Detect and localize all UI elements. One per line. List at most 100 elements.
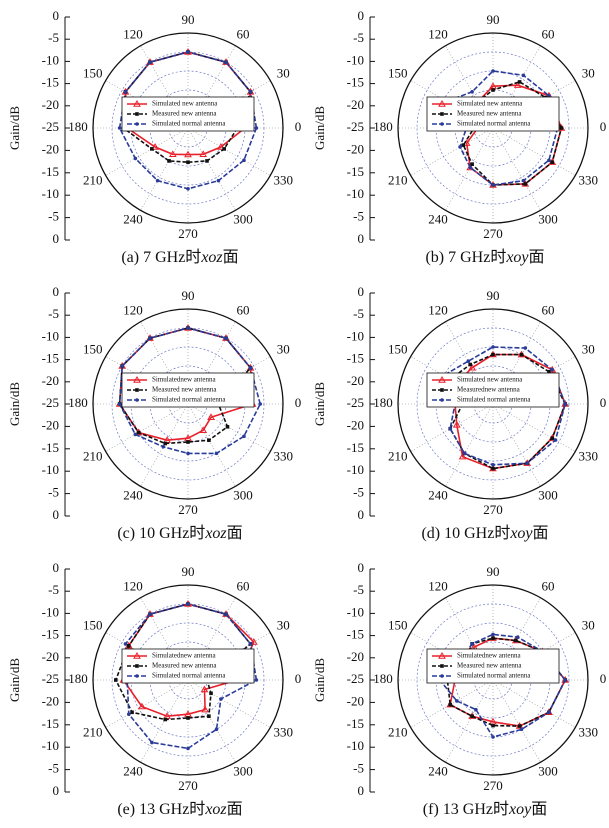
legend-label: Measurednew antenna — [457, 386, 521, 394]
angle-label: 120 — [123, 26, 143, 41]
grid-spoke — [492, 127, 576, 176]
grid-spoke — [140, 403, 189, 487]
angle-label: 330 — [579, 724, 599, 739]
caption-prefix: (e) 13 GHz时 — [117, 800, 205, 818]
caption-plane: xoy — [505, 249, 529, 266]
marker — [258, 402, 263, 406]
marker — [550, 436, 555, 440]
legend-box — [426, 648, 560, 684]
marker — [207, 714, 211, 718]
marker — [553, 438, 558, 442]
angle-label: 30 — [277, 617, 290, 632]
marker — [184, 150, 192, 158]
marker — [438, 375, 446, 383]
y-tick-label: -10 — [42, 462, 59, 477]
marker — [519, 352, 524, 357]
outer-circle — [397, 32, 589, 224]
marker — [135, 112, 139, 116]
marker — [224, 612, 228, 616]
marker — [214, 727, 219, 732]
legend-box — [121, 96, 255, 132]
legend-label: Measured new antenna — [152, 386, 217, 394]
marker — [466, 359, 471, 364]
caption: (c) 10 GHz时xoz面 — [117, 524, 242, 542]
marker — [470, 714, 474, 718]
legend-label: Simulated normal antenna — [152, 396, 226, 404]
marker — [186, 440, 190, 444]
marker — [224, 336, 228, 340]
y-tick-label: -20 — [42, 649, 59, 664]
y-tick-label: 0 — [358, 560, 365, 575]
marker — [455, 699, 459, 703]
marker — [248, 642, 253, 646]
angle-label: 300 — [233, 488, 253, 503]
marker — [440, 674, 444, 678]
outer-circle — [92, 584, 284, 776]
marker — [513, 81, 522, 88]
grid-spoke — [492, 403, 576, 452]
marker — [249, 637, 258, 645]
angle-label: 30 — [582, 341, 595, 356]
grid-spoke — [140, 679, 189, 763]
angle-label: 180 — [373, 671, 393, 686]
caption: (f) 13 GHz时xoy面 — [423, 800, 547, 818]
grid-spoke — [445, 403, 494, 487]
grid-spoke — [410, 403, 494, 452]
y-tick-label: -10 — [347, 462, 364, 477]
angle-label: 240 — [428, 212, 448, 227]
angle-label: 0 — [600, 671, 607, 686]
marker — [148, 336, 152, 340]
marker — [438, 99, 446, 107]
marker — [491, 723, 495, 728]
marker — [186, 160, 190, 164]
marker — [151, 142, 159, 150]
marker — [200, 685, 209, 693]
marker — [135, 388, 139, 392]
marker — [135, 122, 139, 126]
angle-label: 210 — [83, 172, 103, 187]
marker — [519, 727, 524, 732]
y-tick-label: -15 — [347, 440, 364, 455]
marker — [133, 375, 141, 383]
marker — [547, 710, 551, 715]
marker — [491, 183, 495, 187]
marker — [563, 678, 567, 682]
marker — [123, 90, 128, 94]
marker — [517, 80, 522, 84]
angle-label: 240 — [123, 764, 143, 779]
marker — [248, 366, 253, 370]
angle-label: 300 — [538, 764, 558, 779]
marker — [242, 434, 246, 439]
y-tick-label: 0 — [53, 783, 60, 798]
marker — [440, 112, 444, 116]
outer-circle — [397, 308, 589, 500]
caption-suffix: 面 — [223, 249, 239, 266]
angle-label: 180 — [373, 119, 393, 134]
legend-label: Simulatednew antenna — [457, 652, 521, 660]
legend-box — [121, 372, 255, 408]
y-tick-label: -15 — [42, 351, 59, 366]
marker — [186, 716, 190, 720]
angle-label: 240 — [428, 488, 448, 503]
y-tick-label: -5 — [353, 209, 364, 224]
marker — [205, 159, 209, 163]
legend-label: Simulated normal antenna — [457, 396, 531, 404]
caption-prefix: (d) 10 GHz时 — [421, 524, 510, 542]
marker — [491, 352, 495, 357]
y-tick-label: -10 — [42, 186, 59, 201]
y-tick-label: -5 — [48, 30, 59, 45]
caption-prefix: (b) 7 GHz时 — [425, 248, 506, 266]
y-tick-label: -20 — [347, 141, 364, 156]
marker — [117, 126, 122, 130]
marker — [201, 705, 209, 713]
y-tick-label: -20 — [42, 373, 59, 388]
angle-label: 60 — [542, 302, 555, 317]
marker — [199, 426, 208, 434]
marker — [491, 463, 495, 467]
grid-spoke — [492, 679, 576, 728]
marker — [186, 50, 190, 54]
angle-label: 180 — [68, 395, 88, 410]
marker — [168, 150, 177, 158]
angle-label: 60 — [237, 302, 250, 317]
marker — [470, 90, 474, 94]
